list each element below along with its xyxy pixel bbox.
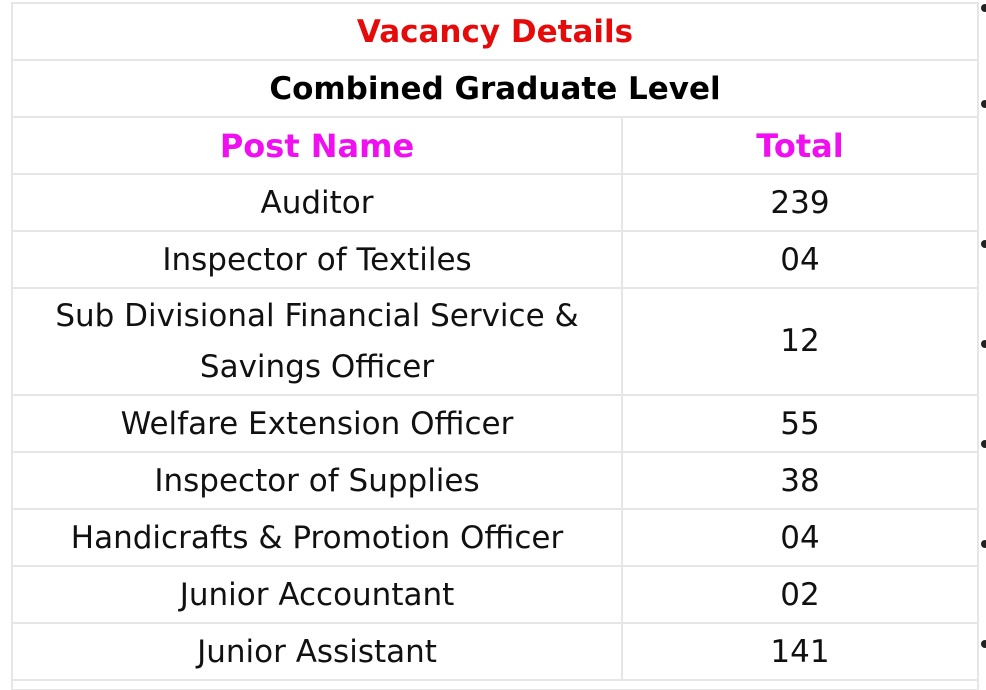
table-row: Junior Accountant 02 — [11, 565, 979, 624]
list-bullet-icon — [981, 100, 986, 108]
vacancy-table: Vacancy Details Combined Graduate Level … — [11, 2, 979, 690]
total-cell: 02 — [621, 565, 979, 624]
post-name-cell: Welfare Extension Officer — [11, 394, 623, 453]
list-bullet-icon — [981, 640, 986, 648]
table-trailing-row — [11, 679, 979, 690]
table-title-row: Vacancy Details — [11, 2, 979, 61]
table-row: Inspector of Textiles 04 — [11, 230, 979, 289]
post-name-cell: Junior Assistant — [11, 622, 623, 681]
post-name-cell: Handicrafts & Promotion Officer — [11, 508, 623, 567]
list-bullet-icon — [981, 440, 986, 448]
post-name-cell: Sub Divisional Financial Service & Savin… — [11, 287, 623, 396]
total-cell: 12 — [621, 287, 979, 396]
table-row: Handicrafts & Promotion Officer 04 — [11, 508, 979, 567]
table-row: Sub Divisional Financial Service & Savin… — [11, 287, 979, 396]
post-name-cell: Inspector of Textiles — [11, 230, 623, 289]
total-cell: 239 — [621, 173, 979, 232]
header-post-name: Post Name — [11, 116, 623, 175]
table-row: Junior Assistant 141 — [11, 622, 979, 681]
table-title-cell: Vacancy Details — [11, 2, 979, 61]
post-name-cell: Junior Accountant — [11, 565, 623, 624]
total-cell: 55 — [621, 394, 979, 453]
total-cell: 38 — [621, 451, 979, 510]
table-row: Auditor 239 — [11, 173, 979, 232]
table-title: Vacancy Details — [356, 13, 634, 50]
table-row: Welfare Extension Officer 55 — [11, 394, 979, 453]
table-subtitle-cell: Combined Graduate Level — [11, 59, 979, 118]
post-name-cell: Inspector of Supplies — [11, 451, 623, 510]
table-subtitle-row: Combined Graduate Level — [11, 59, 979, 118]
table-header-row: Post Name Total — [11, 116, 979, 175]
list-bullet-icon — [981, 540, 986, 548]
total-cell: 04 — [621, 230, 979, 289]
total-cell: 04 — [621, 508, 979, 567]
trailing-cell — [11, 679, 979, 690]
table-row: Inspector of Supplies 38 — [11, 451, 979, 510]
list-bullet-icon — [981, 240, 986, 248]
total-cell: 141 — [621, 622, 979, 681]
post-name-cell: Auditor — [11, 173, 623, 232]
table-subtitle: Combined Graduate Level — [269, 70, 721, 107]
list-bullet-icon — [981, 340, 986, 348]
header-total: Total — [621, 116, 979, 175]
list-bullet-icon — [981, 4, 986, 12]
